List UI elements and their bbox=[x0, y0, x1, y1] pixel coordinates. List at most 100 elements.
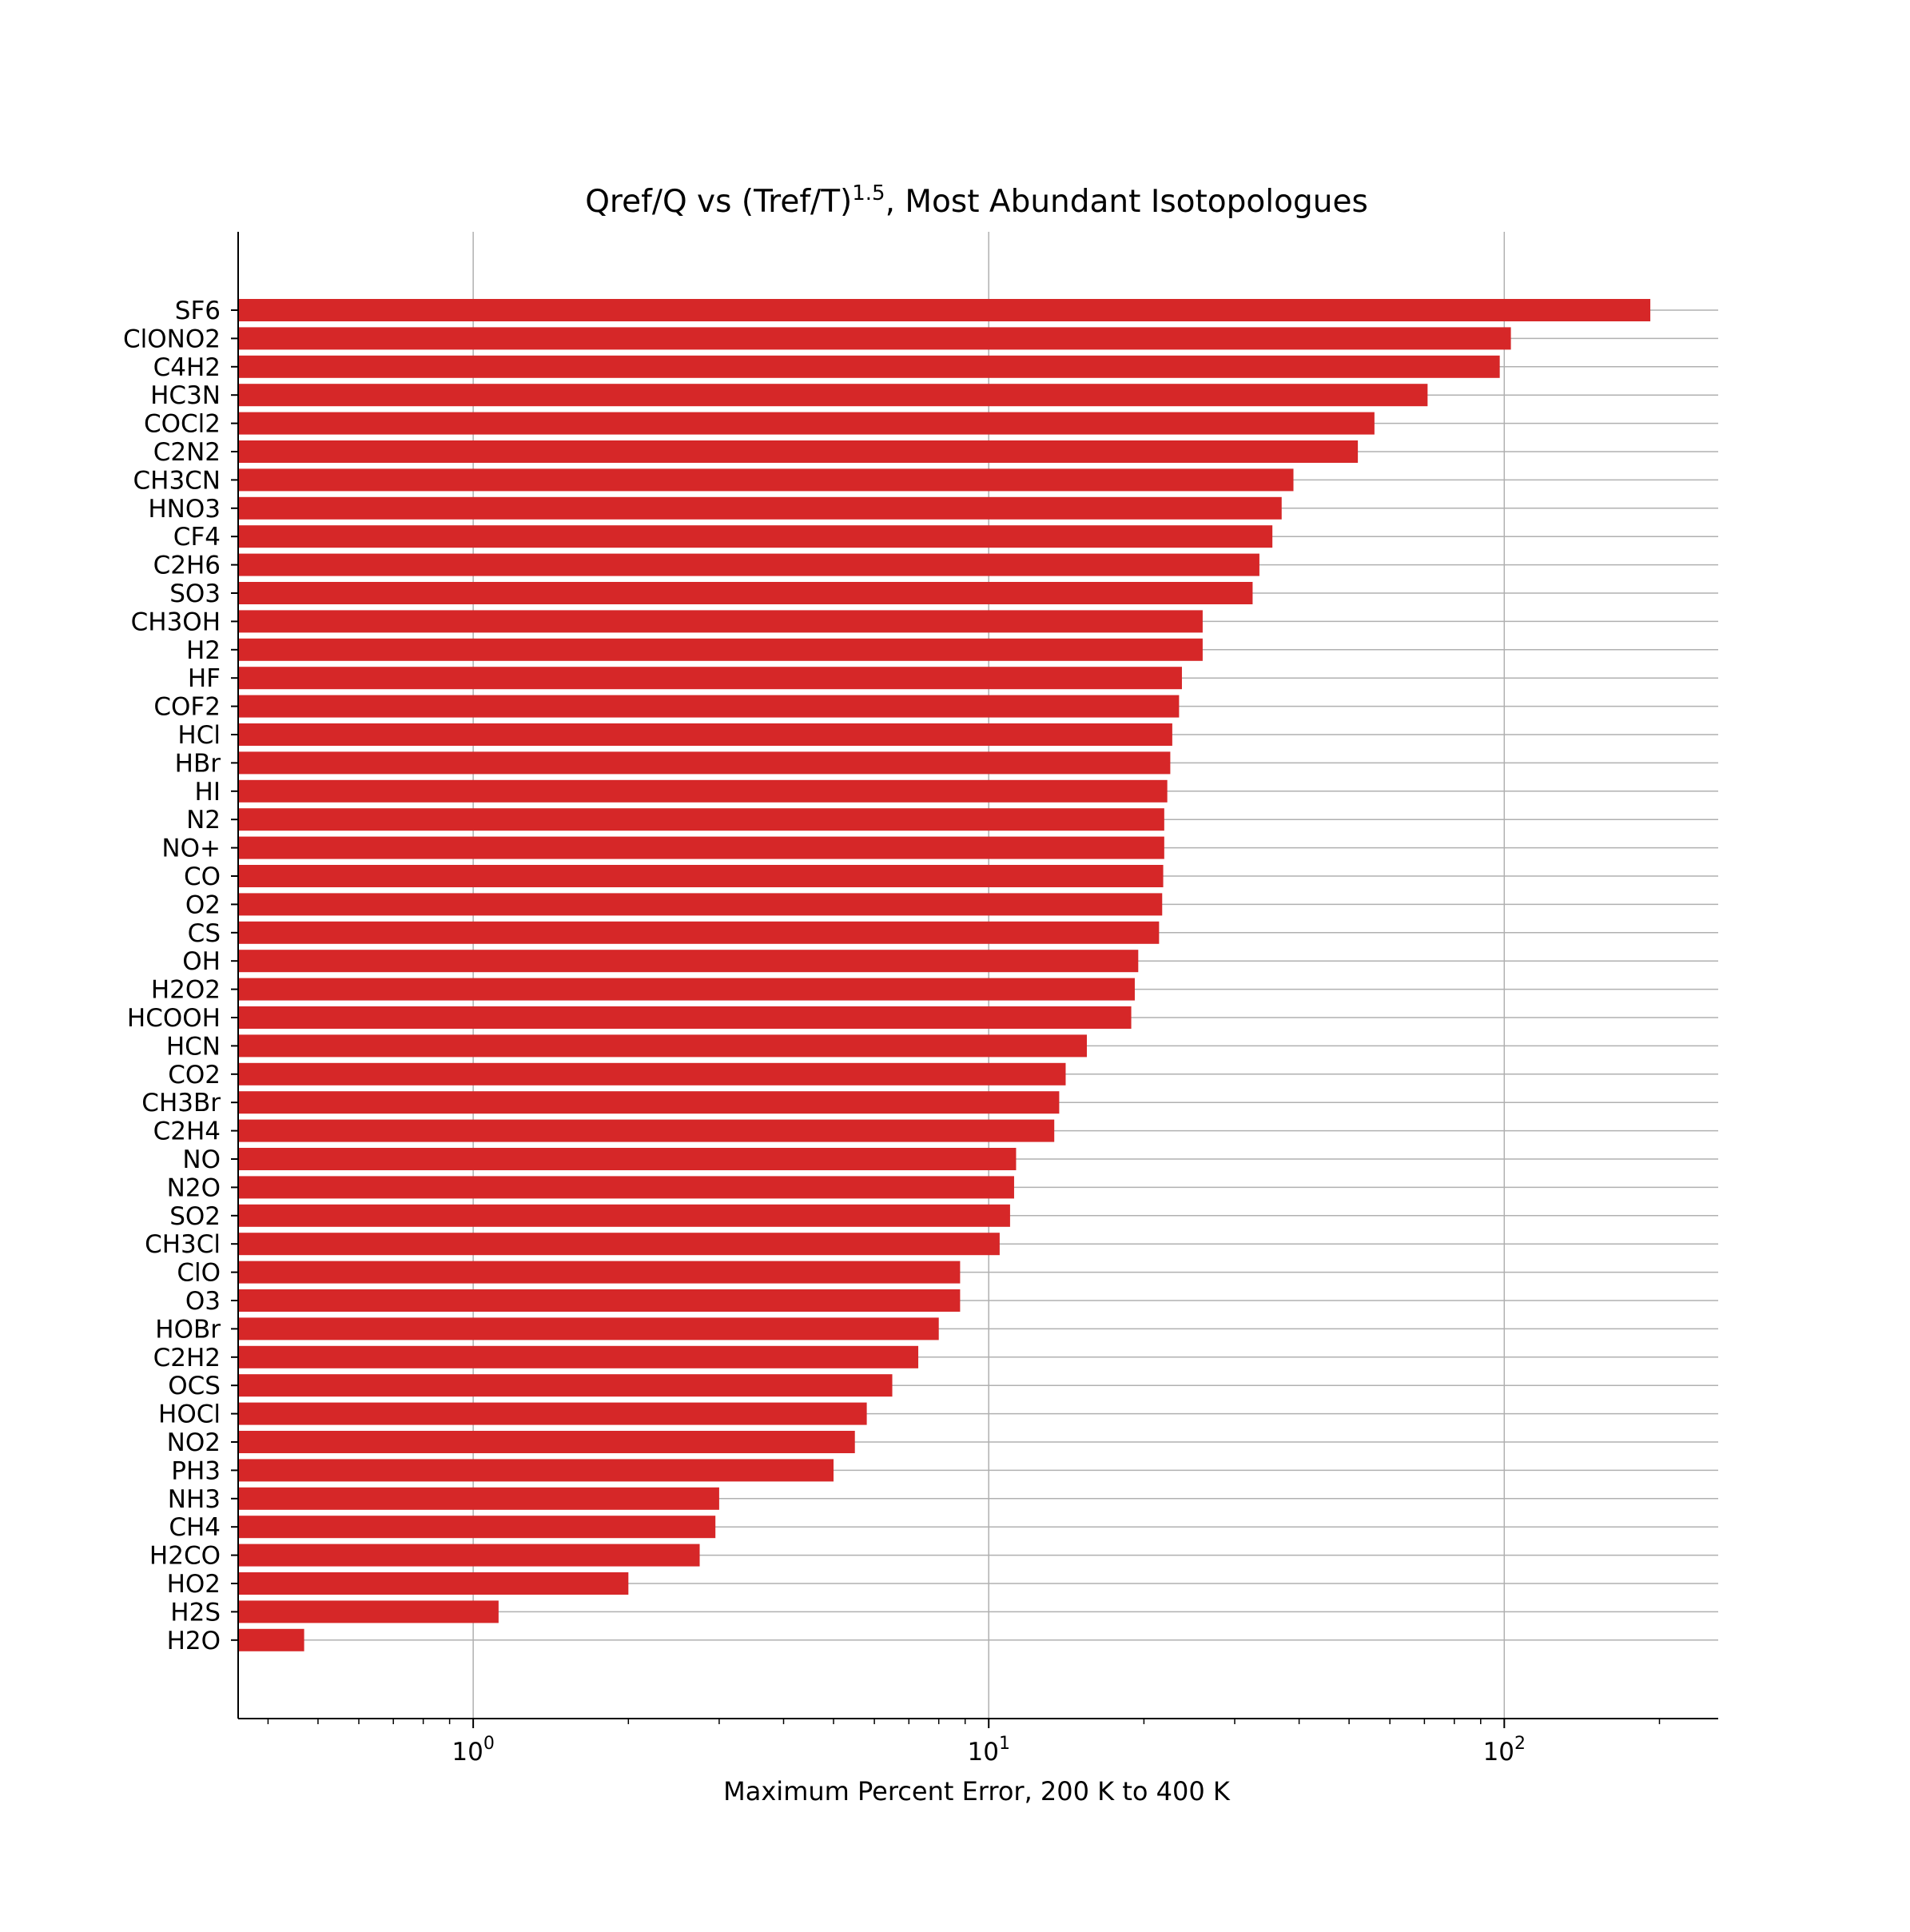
ticks: 100 101 102 bbox=[231, 309, 1661, 1767]
category-label: HOCl bbox=[158, 1400, 221, 1429]
category-label: H2 bbox=[186, 636, 221, 665]
bars bbox=[238, 299, 1651, 1651]
x-tick-exponent: 1 bbox=[999, 1734, 1010, 1754]
category-label: HI bbox=[195, 778, 221, 807]
bar-C2H2 bbox=[238, 1345, 919, 1368]
bar-HCN bbox=[238, 1034, 1087, 1058]
category-label: SO2 bbox=[169, 1202, 221, 1231]
category-label: HF bbox=[188, 664, 221, 693]
x-axis-label: Maximum Percent Error, 200 K to 400 K bbox=[723, 1776, 1231, 1807]
bar-CH4 bbox=[238, 1516, 716, 1539]
x-tick-label-0: 100 bbox=[452, 1734, 494, 1767]
category-label: HCl bbox=[177, 721, 221, 750]
bar-NO+ bbox=[238, 836, 1164, 859]
bar-H2CO bbox=[238, 1544, 700, 1567]
bar-N2O bbox=[238, 1176, 1014, 1199]
bar-O2 bbox=[238, 893, 1163, 916]
category-label: CH3Cl bbox=[145, 1230, 221, 1259]
bar-O3 bbox=[238, 1289, 961, 1312]
bar-OCS bbox=[238, 1374, 893, 1397]
category-label: CH4 bbox=[169, 1513, 221, 1542]
category-label: NH3 bbox=[168, 1485, 221, 1514]
category-label: CH3CN bbox=[133, 466, 221, 495]
bar-SO2 bbox=[238, 1204, 1010, 1227]
x-tick-label-2: 102 bbox=[1483, 1734, 1526, 1767]
category-label: C2N2 bbox=[153, 438, 221, 467]
category-label: HC3N bbox=[150, 381, 221, 410]
category-label: ClO bbox=[177, 1259, 221, 1288]
category-label: N2O bbox=[167, 1173, 221, 1202]
category-label: O2 bbox=[185, 890, 221, 919]
bar-ClO bbox=[238, 1261, 961, 1284]
category-label: N2 bbox=[186, 806, 221, 835]
category-label: C2H6 bbox=[153, 552, 221, 580]
category-label: H2S bbox=[170, 1598, 221, 1627]
chart-title-suffix: , Most Abundant Isotopologues bbox=[885, 184, 1368, 220]
bar-H2S bbox=[238, 1600, 499, 1623]
bar-HC3N bbox=[238, 384, 1428, 407]
category-label: C2H2 bbox=[153, 1344, 221, 1372]
bar-CH3Br bbox=[238, 1091, 1060, 1114]
x-tick-exponent: 0 bbox=[483, 1734, 495, 1754]
category-label: SF6 bbox=[175, 297, 221, 325]
bar-C4H2 bbox=[238, 355, 1500, 378]
category-label: CO2 bbox=[168, 1061, 221, 1089]
x-tick-base: 10 bbox=[1483, 1738, 1514, 1767]
x-tick-base: 10 bbox=[452, 1738, 483, 1767]
bar-COCl2 bbox=[238, 412, 1375, 435]
category-label: COCl2 bbox=[144, 410, 221, 439]
category-label: OCS bbox=[168, 1372, 221, 1400]
category-labels: SF6ClONO2C4H2HC3NCOCl2C2N2CH3CNHNO3CF4C2… bbox=[123, 297, 221, 1655]
bar-CS bbox=[238, 921, 1160, 944]
bar-C2N2 bbox=[238, 440, 1359, 463]
bar-SF6 bbox=[238, 299, 1651, 321]
bar-HOCl bbox=[238, 1402, 867, 1425]
bar-CH3OH bbox=[238, 610, 1203, 633]
category-label: H2CO bbox=[149, 1542, 221, 1571]
bar-NH3 bbox=[238, 1487, 719, 1510]
category-label: NO+ bbox=[161, 835, 221, 863]
category-label: H2O bbox=[167, 1627, 221, 1655]
bar-CO2 bbox=[238, 1062, 1066, 1086]
category-label: CH3OH bbox=[131, 607, 221, 636]
bar-PH3 bbox=[238, 1459, 834, 1482]
bar-H2O bbox=[238, 1628, 304, 1651]
category-label: ClONO2 bbox=[123, 325, 221, 353]
bar-HCl bbox=[238, 723, 1172, 746]
chart-title-main: Qref/Q vs (Tref/T) bbox=[585, 184, 852, 220]
category-label: CH3Br bbox=[141, 1089, 221, 1117]
category-label: HBr bbox=[175, 749, 221, 778]
bar-CH3Cl bbox=[238, 1233, 1000, 1256]
bar-CO bbox=[238, 865, 1164, 887]
category-label: H2O2 bbox=[151, 976, 221, 1005]
bar-ClONO2 bbox=[238, 327, 1511, 350]
category-label: HNO3 bbox=[148, 495, 221, 524]
category-label: CF4 bbox=[173, 523, 221, 552]
bar-CH3CN bbox=[238, 468, 1294, 492]
bar-OH bbox=[238, 950, 1139, 973]
bar-HI bbox=[238, 779, 1168, 803]
bar-HBr bbox=[238, 751, 1171, 775]
category-label: NO bbox=[182, 1145, 221, 1174]
category-label: C2H4 bbox=[153, 1117, 221, 1146]
bar-N2 bbox=[238, 808, 1164, 831]
bar-HCOOH bbox=[238, 1006, 1132, 1029]
bar-H2O2 bbox=[238, 978, 1135, 1001]
category-label: HOBr bbox=[155, 1315, 221, 1344]
bar-HF bbox=[238, 667, 1182, 690]
category-label: O3 bbox=[185, 1287, 221, 1316]
x-tick-exponent: 2 bbox=[1514, 1734, 1526, 1754]
x-tick-base: 10 bbox=[967, 1738, 998, 1767]
bar-SO3 bbox=[238, 582, 1253, 604]
bar-HNO3 bbox=[238, 496, 1282, 520]
bar-COF2 bbox=[238, 695, 1180, 718]
category-label: HO2 bbox=[167, 1570, 221, 1599]
bar-NO bbox=[238, 1148, 1017, 1170]
bar-HOBr bbox=[238, 1317, 939, 1340]
category-label: NO2 bbox=[167, 1428, 221, 1457]
chart-title: Qref/Q vs (Tref/T)1.5, Most Abundant Iso… bbox=[585, 181, 1368, 220]
category-label: C4H2 bbox=[153, 353, 221, 382]
chart-title-superscript: 1.5 bbox=[852, 181, 885, 205]
category-label: HCOOH bbox=[127, 1004, 221, 1033]
